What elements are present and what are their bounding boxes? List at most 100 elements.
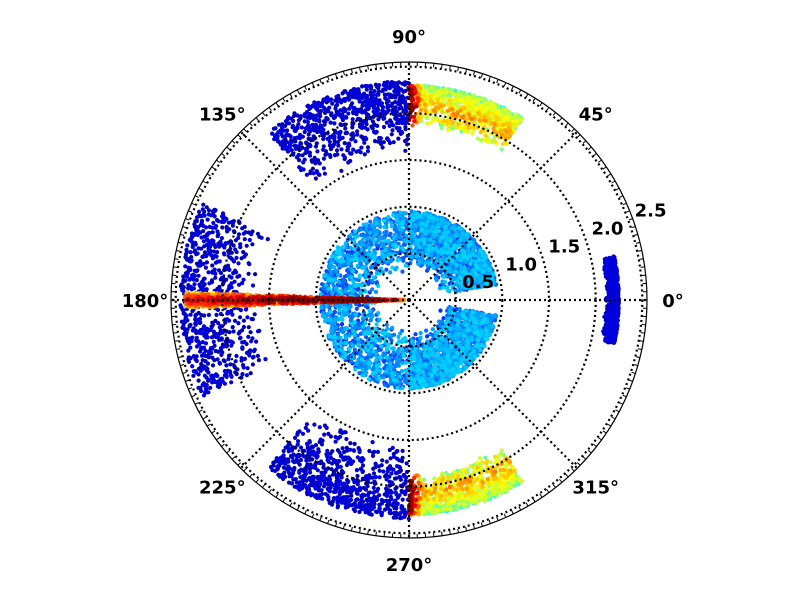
scatter-point xyxy=(286,464,291,469)
scatter-point xyxy=(346,111,351,116)
scatter-point xyxy=(315,160,320,165)
scatter-point xyxy=(251,354,256,359)
scatter-point xyxy=(353,487,358,492)
scatter-point xyxy=(368,83,373,88)
scatter-point xyxy=(363,135,368,140)
scatter-point xyxy=(457,307,462,312)
scatter-point xyxy=(216,321,221,326)
scatter-point xyxy=(244,243,249,248)
scatter-point xyxy=(321,166,326,171)
scatter-point xyxy=(327,474,332,479)
scatter-point xyxy=(360,503,365,508)
scatter-point xyxy=(397,465,403,470)
scatter-point xyxy=(240,340,245,345)
scatter-point xyxy=(308,143,313,149)
scatter-point xyxy=(377,475,382,480)
scatter-point xyxy=(202,313,207,318)
scatter-point xyxy=(374,92,379,97)
scatter-point xyxy=(214,312,219,317)
scatter-point xyxy=(196,273,201,278)
scatter-point xyxy=(318,478,323,483)
scatter-point xyxy=(216,232,221,237)
scatter-point xyxy=(366,106,371,111)
scatter-point xyxy=(337,481,342,486)
scatter-point xyxy=(201,351,206,356)
scatter-point xyxy=(400,448,405,453)
scatter-point xyxy=(348,461,353,466)
scatter-point xyxy=(391,467,396,472)
scatter-point xyxy=(327,489,332,494)
scatter-point xyxy=(312,155,317,160)
scatter-point xyxy=(206,208,212,213)
scatter-point xyxy=(201,324,207,329)
scatter-point xyxy=(355,132,360,137)
scatter-point xyxy=(322,480,327,485)
scatter-point xyxy=(290,125,295,130)
scatter-point xyxy=(370,94,375,99)
scatter-point xyxy=(205,361,211,366)
scatter-point xyxy=(206,270,211,275)
scatter-point xyxy=(346,97,351,102)
scatter-point xyxy=(288,141,293,146)
scatter-point xyxy=(608,306,613,311)
scatter-point xyxy=(227,227,232,232)
scatter-point xyxy=(380,145,385,150)
scatter-point xyxy=(240,226,245,231)
scatter-point xyxy=(198,368,203,373)
scatter-point xyxy=(395,448,400,454)
scatter-point xyxy=(184,247,189,252)
scatter-point xyxy=(344,436,349,442)
scatter-point xyxy=(326,97,331,102)
scatter-point xyxy=(315,107,320,112)
scatter-point xyxy=(347,143,352,148)
scatter-point xyxy=(331,489,337,494)
scatter-point xyxy=(604,338,609,343)
scatter-point xyxy=(302,157,307,162)
scatter-point xyxy=(279,128,284,133)
scatter-point xyxy=(375,449,380,454)
scatter-point xyxy=(339,322,345,327)
scatter-point xyxy=(254,339,259,344)
scatter-point xyxy=(202,373,207,378)
scatter-point xyxy=(371,471,377,476)
scatter-point xyxy=(326,431,331,436)
scatter-point xyxy=(379,101,385,106)
scatter-point xyxy=(374,495,379,500)
scatter-point xyxy=(341,481,346,486)
scatter-point xyxy=(299,125,304,130)
scatter-point xyxy=(398,510,403,515)
scatter-point xyxy=(360,492,365,497)
scatter-point xyxy=(286,447,291,452)
scatter-point xyxy=(236,261,241,266)
scatter-point xyxy=(226,356,231,362)
scatter-point xyxy=(308,470,313,475)
scatter-point xyxy=(394,456,400,461)
scatter-point xyxy=(377,135,382,141)
scatter-point xyxy=(181,279,186,284)
scatter-point xyxy=(384,477,389,482)
scatter-point xyxy=(255,353,260,358)
scatter-point xyxy=(252,347,257,352)
scatter-point xyxy=(229,373,234,378)
scatter-point xyxy=(295,113,300,118)
scatter-point xyxy=(332,121,337,126)
scatter-point xyxy=(377,83,382,88)
scatter-point xyxy=(276,463,281,468)
scatter-point xyxy=(354,468,359,473)
scatter-point xyxy=(403,148,408,153)
scatter-point xyxy=(345,148,350,153)
scatter-point xyxy=(238,242,243,247)
scatter-point xyxy=(332,459,337,464)
scatter-point xyxy=(382,109,387,115)
scatter-point xyxy=(362,91,367,96)
scatter-point xyxy=(229,250,234,255)
scatter-point xyxy=(226,220,231,225)
scatter-point xyxy=(196,246,201,251)
scatter-point xyxy=(393,95,398,100)
scatter-point xyxy=(312,463,318,468)
scatter-point xyxy=(252,312,257,317)
scatter-point xyxy=(378,140,383,145)
scatter-point xyxy=(317,111,322,116)
scatter-point xyxy=(310,444,316,449)
scatter-point xyxy=(425,334,430,339)
